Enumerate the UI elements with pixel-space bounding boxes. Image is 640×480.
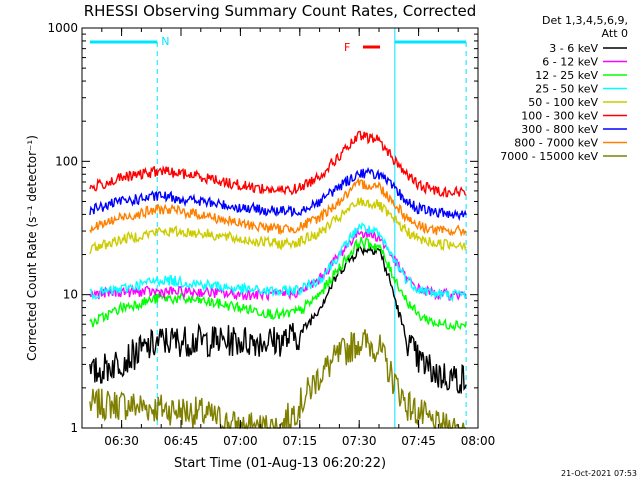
legend-label: 50 - 100 keV — [528, 96, 598, 109]
series-line-7 — [89, 176, 467, 238]
plot-area: N F 1 10 100 1000 06:30 06:45 07:00 07:15 07:30 07:… — [47, 21, 495, 448]
legend-label: 6 - 12 keV — [542, 56, 598, 69]
night-label: N — [161, 35, 169, 48]
chart-title: RHESSI Observing Summary Count Rates, Co… — [84, 2, 477, 20]
series-line-6 — [89, 166, 467, 222]
y-tick-label: 100 — [55, 154, 78, 168]
x-tick-label: 06:30 — [104, 434, 139, 448]
series-line-0 — [89, 244, 467, 394]
legend-header-line-1: Det 1,3,4,5,6,9, — [542, 14, 628, 27]
series-line-1 — [89, 228, 467, 302]
legend-label: 800 - 7000 keV — [514, 137, 598, 150]
x-tick-label: 07:15 — [283, 434, 318, 448]
legend-header-line-2: Att 0 — [602, 27, 628, 40]
x-axis-label: Start Time (01-Aug-13 06:20:22) — [174, 456, 386, 471]
footer-timestamp: 21-Oct-2021 07:53 — [561, 469, 637, 478]
y-tick-label: 10 — [63, 288, 78, 302]
x-tick-label: 07:30 — [342, 434, 377, 448]
series-line-2 — [89, 236, 467, 332]
legend-label: 100 - 300 keV — [521, 110, 598, 123]
y-axis-label: Corrected Count Rate (s⁻¹ detector⁻¹) — [25, 135, 39, 361]
x-tick-label: 08:00 — [461, 434, 496, 448]
legend-label: 25 - 50 keV — [535, 83, 598, 96]
y-tick-label: 1000 — [47, 21, 78, 35]
flare-label: F — [344, 41, 350, 54]
x-tick-label: 07:00 — [223, 434, 258, 448]
y-tick-label: 1 — [70, 421, 78, 435]
x-tick-label: 07:45 — [401, 434, 436, 448]
x-tick-label: 06:45 — [164, 434, 199, 448]
legend-label: 300 - 800 keV — [521, 123, 598, 136]
legend-label: 12 - 25 keV — [535, 69, 598, 82]
series-line-4 — [89, 197, 467, 255]
legend-label: 7000 - 15000 keV — [500, 150, 598, 163]
legend-label: 3 - 6 keV — [549, 42, 598, 55]
series-line-5 — [89, 130, 467, 198]
series-line-3 — [89, 221, 467, 303]
